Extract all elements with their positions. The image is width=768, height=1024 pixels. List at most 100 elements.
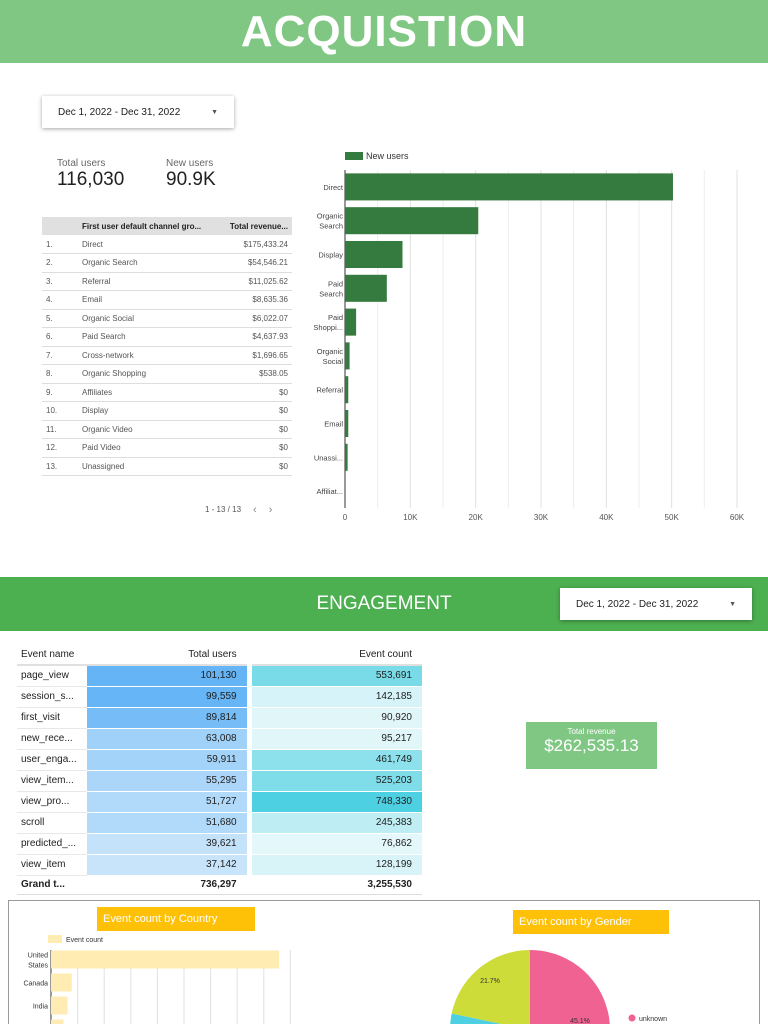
event-count-value: 128,199 — [251, 854, 422, 876]
table-row[interactable]: 1. Direct $175,433.24 — [42, 235, 292, 254]
event-count-value: 748,330 — [251, 791, 422, 813]
channel-name: Paid Video — [78, 438, 219, 458]
table-row[interactable]: predicted_... 39,621 76,862 — [17, 833, 422, 855]
section-title: ENGAGEMENT — [316, 593, 452, 614]
engagement-date-range-picker[interactable]: Dec 1, 2022 - Dec 31, 2022 ▼ — [560, 588, 752, 620]
column-header-revenue[interactable]: Total revenue... — [218, 217, 292, 235]
column-header-channel[interactable]: First user default channel gro... — [78, 217, 219, 235]
table-row[interactable]: 10. Display $0 — [42, 401, 292, 421]
bar — [345, 376, 349, 404]
legend-swatch — [345, 152, 363, 160]
total-users-value: 51,680 — [86, 812, 247, 834]
table-row[interactable]: new_rece... 63,008 95,217 — [17, 728, 422, 750]
table-row[interactable]: user_enga... 59,911 461,749 — [17, 749, 422, 771]
event-name: first_visit — [17, 707, 87, 729]
x-tick-label: 40K — [599, 513, 614, 522]
row-index: 9. — [42, 383, 78, 402]
country-bar-chart: Event count United States Canada India — [23, 935, 291, 1024]
channel-revenue-table: First user default channel gro... Total … — [42, 217, 292, 476]
table-row[interactable]: 6. Paid Search $4,637.93 — [42, 327, 292, 347]
total-users-value: 63,008 — [86, 728, 247, 750]
legend-label: Event count — [66, 937, 103, 944]
grand-total-cell: 736,297 — [86, 874, 247, 895]
column-header-total-users[interactable]: Total users — [86, 645, 247, 666]
row-index: 11. — [42, 420, 78, 439]
total-users-value: 39,621 — [86, 833, 247, 855]
channel-name: Referral — [78, 272, 219, 291]
bar — [345, 342, 350, 370]
date-range-picker[interactable]: Dec 1, 2022 - Dec 31, 2022 ▼ — [42, 96, 234, 128]
column-header-event-name[interactable]: Event name — [17, 645, 87, 666]
kpi-label: New users — [166, 158, 214, 169]
revenue-value: $0 — [218, 438, 292, 458]
table-row[interactable]: 13. Unassigned $0 — [42, 457, 292, 476]
column-header-event-count[interactable]: Event count — [251, 645, 422, 666]
row-index: 5. — [42, 309, 78, 328]
row-index: 13. — [42, 457, 78, 476]
bar — [345, 308, 357, 336]
revenue-value: $175,433.24 — [218, 235, 292, 254]
table-row[interactable]: scroll 51,680 245,383 — [17, 812, 422, 834]
pie-slice — [450, 1013, 502, 1024]
table-row[interactable]: 11. Organic Video $0 — [42, 420, 292, 439]
table-row[interactable]: 12. Paid Video $0 — [42, 438, 292, 458]
table-row[interactable]: 7. Cross-network $1,696.65 — [42, 346, 292, 365]
y-tick-label: Unassi... — [314, 453, 343, 462]
kpi-value: 116,030 — [57, 169, 125, 190]
channel-name: Unassigned — [78, 457, 219, 476]
grand-total-cell: 3,255,530 — [251, 874, 422, 895]
pagination-label: 1 - 13 / 13 — [205, 505, 242, 514]
bar — [345, 240, 403, 269]
event-table: Event name Total users Event count page_… — [17, 645, 422, 895]
y-tick-label: Organic — [317, 347, 344, 356]
table-row[interactable]: first_visit 89,814 90,920 — [17, 707, 422, 729]
y-tick-label: Direct — [323, 183, 344, 192]
revenue-value: $4,637.93 — [218, 327, 292, 347]
event-count-value: 95,217 — [251, 728, 422, 750]
table-row[interactable]: 2. Organic Search $54,546.21 — [42, 253, 292, 273]
channel-name: Organic Shopping — [78, 364, 219, 384]
event-name: page_view — [17, 665, 87, 687]
event-name: session_s... — [17, 686, 87, 708]
date-range-value: Dec 1, 2022 - Dec 31, 2022 — [576, 598, 699, 610]
revenue-value: $11,025.62 — [218, 272, 292, 291]
table-row[interactable]: 5. Organic Social $6,022.07 — [42, 309, 292, 328]
table-row[interactable]: 4. Email $8,635.36 — [42, 290, 292, 310]
total-users-value: 101,130 — [86, 665, 247, 687]
row-index: 6. — [42, 327, 78, 347]
channel-name: Affiliates — [78, 383, 219, 402]
table-row[interactable]: session_s... 99,559 142,185 — [17, 686, 422, 708]
total-users-value: 37,142 — [86, 854, 247, 876]
page-title: ACQUISTION — [0, 0, 768, 63]
channel-name: Direct — [78, 235, 219, 254]
channel-name: Paid Search — [78, 327, 219, 347]
row-index: 4. — [42, 290, 78, 310]
y-tick-label: States — [28, 963, 48, 970]
event-name: user_enga... — [17, 749, 87, 771]
revenue-value: $54,546.21 — [218, 253, 292, 273]
y-tick-label: India — [33, 1004, 48, 1011]
table-row[interactable]: 8. Organic Shopping $538.05 — [42, 364, 292, 384]
prev-page-icon[interactable]: ‹ — [253, 504, 257, 516]
legend-dot — [628, 1014, 636, 1022]
row-index: 2. — [42, 253, 78, 273]
total-users-value: 89,814 — [86, 707, 247, 729]
revenue-value: $8,635.36 — [218, 290, 292, 310]
slice-label: 21.7% — [480, 978, 500, 985]
bar — [345, 173, 673, 201]
kpi-value: 90.9K — [166, 169, 216, 190]
channel-name: Organic Search — [78, 253, 219, 273]
revenue-value: $1,696.65 — [218, 346, 292, 365]
table-row[interactable]: page_view 101,130 553,691 — [17, 665, 422, 687]
revenue-value: $0 — [218, 457, 292, 476]
table-row[interactable]: 3. Referral $11,025.62 — [42, 272, 292, 291]
grand-total-cell: Grand t... — [17, 874, 87, 895]
table-row[interactable]: 9. Affiliates $0 — [42, 383, 292, 402]
next-page-icon[interactable]: › — [268, 504, 273, 516]
table-row[interactable]: view_item... 55,295 525,203 — [17, 770, 422, 792]
event-count-value: 245,383 — [251, 812, 422, 834]
table-row[interactable]: view_item 37,142 128,199 — [17, 854, 422, 876]
channel-name: Cross-network — [78, 346, 219, 365]
table-row[interactable]: view_pro... 51,727 748,330 — [17, 791, 422, 813]
event-count-value: 90,920 — [251, 707, 422, 729]
